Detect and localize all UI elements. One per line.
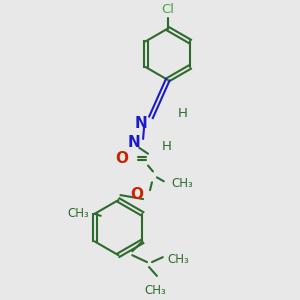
Text: CH₃: CH₃ [168,253,190,266]
Text: N: N [134,116,147,131]
Text: CH₃: CH₃ [172,177,194,190]
Text: Cl: Cl [161,3,174,16]
Text: H: H [162,140,172,153]
Text: CH₃: CH₃ [67,207,89,220]
Text: O: O [130,187,143,202]
Text: CH₃: CH₃ [144,284,166,297]
Text: H: H [178,107,188,120]
Text: N: N [128,135,140,150]
Text: O: O [115,151,128,166]
